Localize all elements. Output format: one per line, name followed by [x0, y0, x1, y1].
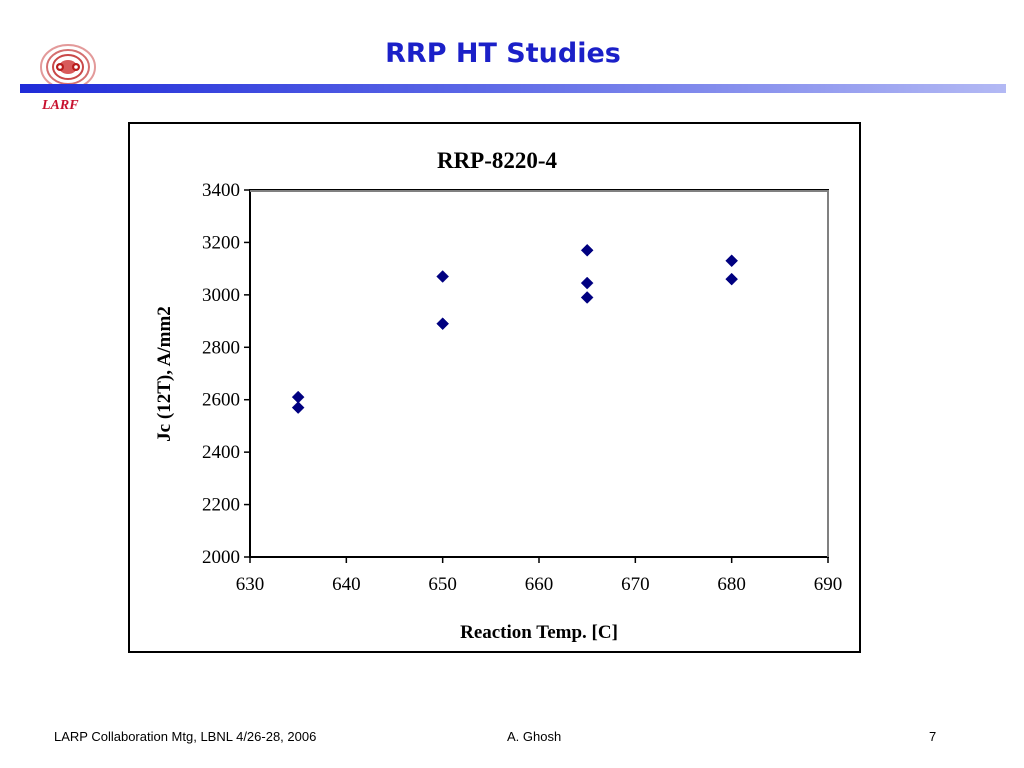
footer-page-number: 7 [929, 729, 937, 744]
footer-meeting: LARP Collaboration Mtg, LBNL 4/26-28, 20… [54, 729, 317, 744]
title-divider-bar [20, 84, 1006, 93]
y-tick-label: 2600 [202, 390, 240, 411]
data-point [436, 317, 450, 331]
y-tick-label: 2000 [202, 547, 240, 568]
data-point [291, 401, 305, 414]
y-tick-label: 3000 [202, 285, 240, 306]
data-point [725, 254, 739, 268]
y-tick-label: 2200 [202, 495, 240, 516]
y-tick-label: 2400 [202, 442, 240, 463]
y-tick-label: 2800 [202, 337, 240, 358]
y-axis: 2000 2200 2400 2600 2800 3000 3200 3400 [202, 180, 250, 568]
data-point [580, 291, 594, 304]
x-axis-label: Reaction Temp. [C] [460, 622, 618, 643]
scatter-chart: RRP-8220-4 2000 2200 2400 2600 2800 3000 3200 3… [154, 148, 843, 643]
slide-title: RRP HT Studies [385, 38, 621, 69]
data-series [291, 243, 739, 414]
footer-author: A. Ghosh [507, 729, 562, 744]
chart-frame: RRP-8220-4 2000 2200 2400 2600 2800 3000 3200 3… [128, 122, 861, 653]
data-point [436, 270, 450, 283]
logo-text: LARF [42, 98, 79, 113]
x-tick-label: 690 [814, 574, 843, 595]
y-axis-label: Jc (12T), A/mm2 [154, 306, 175, 442]
x-tick-label: 660 [525, 574, 554, 595]
data-point [580, 243, 594, 257]
data-point [580, 276, 594, 290]
chart-title: RRP-8220-4 [437, 148, 558, 173]
data-point [725, 272, 739, 286]
x-tick-label: 640 [332, 574, 361, 595]
y-tick-label: 3400 [202, 180, 240, 201]
plot-area [249, 189, 829, 558]
x-tick-label: 670 [621, 574, 650, 595]
x-tick-label: 680 [717, 574, 746, 595]
x-tick-label: 630 [236, 574, 265, 595]
x-axis: 630 640 650 660 670 680 690 [236, 557, 843, 595]
x-tick-label: 650 [428, 574, 457, 595]
y-tick-label: 3200 [202, 232, 240, 253]
